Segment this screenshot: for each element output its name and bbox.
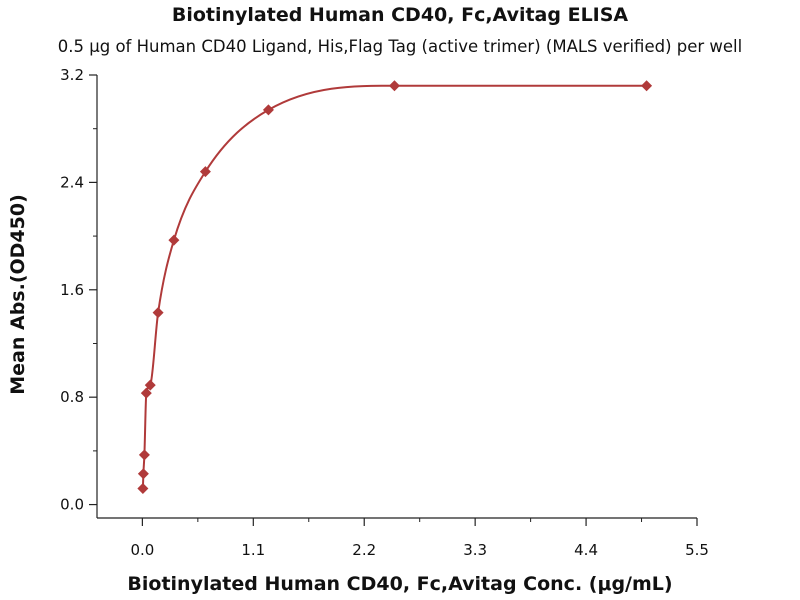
y-tick-label: 2.4 — [60, 173, 84, 191]
data-point — [137, 482, 149, 494]
y-axis-label: Mean Abs.(OD450) — [7, 194, 29, 395]
x-tick-label: 2.2 — [352, 541, 376, 559]
data-point — [168, 234, 180, 246]
data-point — [388, 80, 400, 92]
x-axis-label: Biotinylated Human CD40, Fc,Avitag Conc.… — [127, 573, 672, 595]
chart-title: Biotinylated Human CD40, Fc,Avitag ELISA — [171, 4, 629, 26]
data-point — [144, 379, 156, 391]
x-tick-label: 1.1 — [241, 541, 265, 559]
y-tick-label: 3.2 — [60, 66, 84, 84]
data-point — [152, 307, 164, 319]
data-point — [262, 104, 274, 116]
x-tick-label: 0.0 — [130, 541, 154, 559]
data-point — [199, 166, 211, 178]
x-tick-label: 3.3 — [463, 541, 487, 559]
y-tick-label: 0.0 — [60, 496, 84, 514]
x-tick-label: 4.4 — [574, 541, 598, 559]
y-tick-label: 1.6 — [60, 281, 84, 299]
chart-subtitle: 0.5 μg of Human CD40 Ligand, His,Flag Ta… — [57, 37, 743, 56]
data-point — [137, 468, 149, 480]
data-point — [140, 387, 152, 399]
x-tick-label: 5.5 — [685, 541, 709, 559]
data-point — [641, 80, 653, 92]
y-tick-label: 0.8 — [60, 388, 84, 406]
data-point — [138, 449, 150, 461]
fit-curve — [141, 84, 647, 489]
